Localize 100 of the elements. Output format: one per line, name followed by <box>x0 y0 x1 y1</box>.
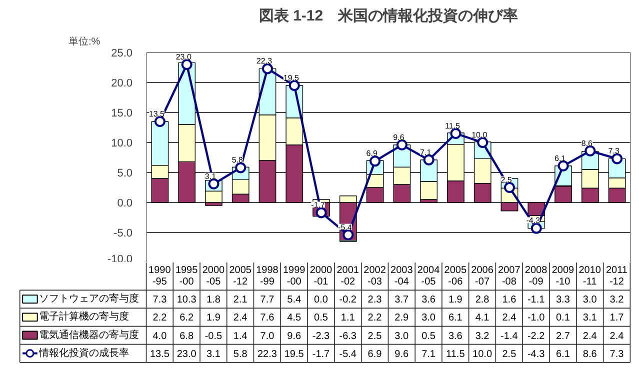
point <box>584 145 596 156</box>
data-label: 5.8 <box>233 348 248 360</box>
text: 8.6 <box>581 138 593 148</box>
point <box>208 178 220 190</box>
data-label: 2.4 <box>502 312 517 324</box>
x-tick-label: 2009-10 <box>552 265 575 288</box>
data-label: -4.3 <box>527 348 546 360</box>
data-label: 9.6 <box>287 330 302 342</box>
data-label: 2.4 <box>610 330 624 342</box>
data-label: 7.7 <box>260 294 275 306</box>
data-label: 2.3 <box>368 294 382 306</box>
data-label: 3.2 <box>610 294 624 306</box>
data-label: 4.1 <box>475 312 490 324</box>
text: 9.6 <box>393 132 404 142</box>
data-label: 6.9 <box>368 348 382 360</box>
data-label: 13.5 <box>150 348 170 360</box>
data-label: -2.2 <box>527 330 546 342</box>
y-tick-label: 20.0 <box>111 78 133 90</box>
data-label: 10.3 <box>176 294 197 306</box>
data-label: 6.1 <box>448 312 463 324</box>
x-tick-label: 2000-05 <box>202 265 226 288</box>
data-label: 6.8 <box>180 330 194 342</box>
text: -4.3 <box>526 216 540 226</box>
y-tick-label: -5.0 <box>114 228 133 240</box>
x-tick-label: 2008-09 <box>524 265 548 288</box>
x-tick-label: 2000-01 <box>310 265 333 288</box>
data-label: 2.9 <box>394 312 410 324</box>
text: 22.3 <box>256 56 272 66</box>
x-tick-label: 2003-04 <box>390 265 414 288</box>
data-label: 6.1 <box>556 348 570 360</box>
chart-title: 図表 1-12 米国の情報化投資の伸び率 <box>258 6 518 24</box>
data-label: 11.5 <box>446 348 466 360</box>
text: 2.5 <box>500 175 512 184</box>
data-label: 1.4 <box>233 330 248 342</box>
x-tick-label: 2004-05 <box>417 265 440 288</box>
data-label: -0.2 <box>339 294 357 306</box>
x-tick-label: 1999-00 <box>282 265 306 288</box>
text: 3.1 <box>204 172 216 181</box>
data-label: 23.0 <box>176 348 197 360</box>
text: 単位:% <box>68 36 100 48</box>
x-tick-label: 1998-99 <box>256 265 279 288</box>
data-label: 0.5 <box>314 312 328 324</box>
data-label: 7.0 <box>260 330 275 342</box>
data-label: 2.4 <box>233 312 248 324</box>
data-label: -1.7 <box>312 348 330 360</box>
data-label: 10.0 <box>472 348 492 360</box>
data-label: 1.7 <box>610 312 624 324</box>
data-label: 0.5 <box>422 330 436 342</box>
data-label: 2.8 <box>475 294 490 306</box>
data-label: -0.5 <box>204 330 222 342</box>
x-tick-label: 2010-11 <box>578 265 602 288</box>
data-label: 3.0 <box>582 294 598 306</box>
data-label: 3.3 <box>556 294 570 306</box>
data-label: 9.6 <box>394 348 410 360</box>
data-label: 22.3 <box>257 348 278 360</box>
data-label: 7.1 <box>422 348 436 360</box>
legend-label: 電子計算機の寄与度 <box>39 310 130 323</box>
data-label: 3.2 <box>475 330 490 342</box>
text: -1.7 <box>311 200 325 210</box>
data-label: 1.9 <box>448 294 463 306</box>
data-label: -1.4 <box>500 330 518 342</box>
data-label: 1.9 <box>206 312 221 324</box>
data-label: 3.0 <box>394 330 410 342</box>
text: 19.5 <box>283 73 299 82</box>
text: -5.4 <box>338 222 352 232</box>
data-label: -1.0 <box>527 312 546 324</box>
text: 23.0 <box>176 52 192 62</box>
y-tick-label: 10.0 <box>111 138 133 150</box>
data-label: 7.6 <box>260 312 275 324</box>
point <box>423 154 434 166</box>
data-label: 2.5 <box>502 348 517 360</box>
legend-label: 電気通信機器の寄与度 <box>39 328 140 341</box>
data-label: 0.1 <box>556 312 570 324</box>
point <box>154 116 166 127</box>
y-tick-label: 15.0 <box>111 108 133 120</box>
data-label: 7.3 <box>610 348 624 360</box>
point <box>288 80 300 91</box>
point <box>530 222 542 234</box>
text: 7.3 <box>608 146 620 156</box>
data-label: 2.5 <box>368 330 382 342</box>
data-label: -2.3 <box>312 330 330 342</box>
data-label: 3.1 <box>206 348 221 360</box>
x-tick-label: 2006-07 <box>471 265 494 288</box>
data-label: 3.6 <box>448 330 463 342</box>
point <box>504 182 515 193</box>
x-tick-label: 2002-03 <box>364 265 386 288</box>
text: 6.9 <box>366 149 378 158</box>
data-label: -5.4 <box>339 348 357 360</box>
point <box>262 63 273 74</box>
point <box>558 160 569 172</box>
data-label: 6.2 <box>180 312 194 324</box>
data-label: 2.2 <box>152 312 168 324</box>
data-label: 3.7 <box>394 294 410 306</box>
point <box>477 137 488 148</box>
data-label: 2.1 <box>233 294 248 306</box>
data-label: 8.6 <box>582 348 598 360</box>
legend-label: 情報化投資の成長率 <box>38 346 130 359</box>
text: 6.1 <box>554 154 566 163</box>
data-label: 3.0 <box>422 312 436 324</box>
data-label: 1.1 <box>340 312 356 324</box>
